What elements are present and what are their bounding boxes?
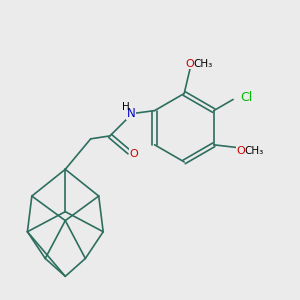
- Text: O: O: [186, 59, 194, 69]
- Text: N: N: [126, 107, 135, 120]
- Text: CH₃: CH₃: [244, 146, 263, 156]
- Text: Cl: Cl: [241, 92, 253, 104]
- Text: O: O: [129, 149, 138, 159]
- Text: O: O: [236, 146, 245, 156]
- Text: H: H: [122, 102, 130, 112]
- Text: CH₃: CH₃: [194, 59, 213, 69]
